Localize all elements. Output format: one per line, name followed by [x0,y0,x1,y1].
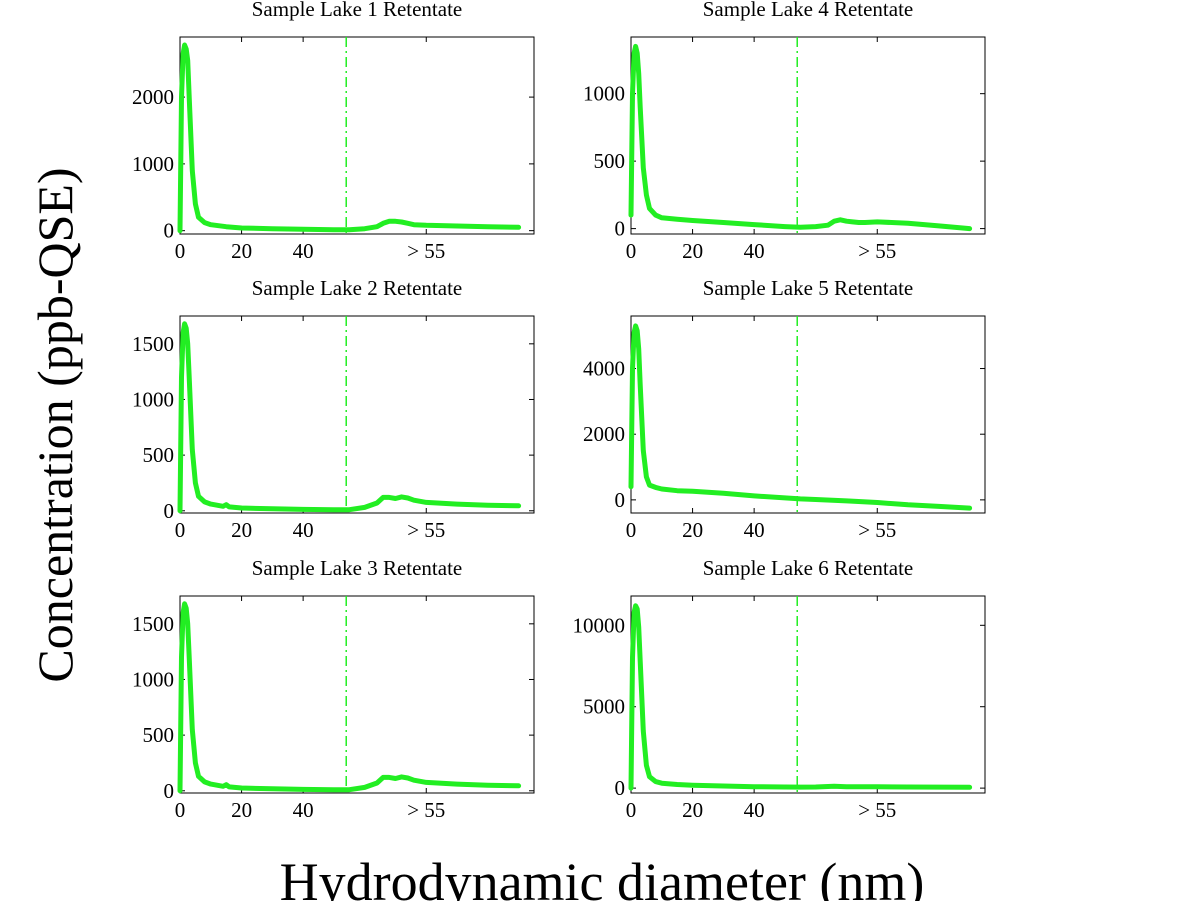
y-tick-label: 0 [615,776,626,800]
x-tick-label: > 55 [407,239,445,263]
x-tick-label: 0 [175,518,186,542]
x-tick-label: 0 [626,798,637,822]
panel-3: Sample Lake 3 Retentate 0 20 40 > 55 0 500 1000… [132,556,535,822]
series-line [628,43,973,232]
panel-title: Sample Lake 6 Retentate [703,556,914,580]
x-tick-label: 0 [175,239,186,263]
x-tick-label: 40 [744,239,765,263]
y-tick-label: 1500 [132,612,174,636]
panel-2: Sample Lake 2 Retentate 0 20 40 > 55 0 500 1000… [132,276,535,542]
y-tick-label: 2000 [583,422,625,446]
y-axis-label: Concentration (ppb-QSE) [27,167,83,682]
panel-5: Sample Lake 5 Retentate 0 20 40 > 55 0 2000 400… [583,276,986,542]
y-tick-label: 0 [615,217,626,241]
panel-title: Sample Lake 3 Retentate [252,556,463,580]
y-tick-label: 1000 [583,82,625,106]
y-tick-label: 0 [164,779,175,803]
plot-frame [179,36,535,235]
panel-title: Sample Lake 1 Retentate [252,0,463,21]
x-tick-label: 0 [626,518,637,542]
series-line [628,603,973,791]
y-tick-label: 1000 [132,152,174,176]
plot-frame [630,315,986,514]
series-line [177,321,522,514]
panel-6: Sample Lake 6 Retentate 0 20 40 > 55 0 5000 100… [573,556,986,822]
x-axis-label: Hydrodynamic diameter (nm) [280,852,925,901]
x-tick-label: > 55 [858,798,896,822]
y-tick-label: 1000 [132,667,174,691]
y-tick-label: 10000 [573,613,626,637]
x-tick-label: > 55 [858,239,896,263]
y-tick-label: 2000 [132,85,174,109]
series-line [177,601,522,794]
x-tick-label: 40 [293,239,314,263]
x-tick-label: > 55 [407,518,445,542]
panel-title: Sample Lake 4 Retentate [703,0,914,21]
y-tick-label: 1500 [132,332,174,356]
plot-frame [630,36,986,235]
panel-4: Sample Lake 4 Retentate 0 20 40 > 55 0 500 1000 [583,0,986,263]
x-tick-label: 40 [293,518,314,542]
plot-frame [179,315,535,514]
x-tick-label: > 55 [407,798,445,822]
x-tick-label: 20 [231,239,252,263]
y-tick-label: 0 [164,499,175,523]
x-tick-label: 20 [231,798,252,822]
x-tick-label: 20 [682,239,703,263]
panel-title: Sample Lake 2 Retentate [252,276,463,300]
panel-title: Sample Lake 5 Retentate [703,276,914,300]
x-tick-label: 0 [175,798,186,822]
x-tick-label: > 55 [858,518,896,542]
y-tick-label: 0 [615,488,626,512]
series-line [177,42,522,234]
y-tick-label: 0 [164,219,175,243]
x-tick-label: 40 [744,518,765,542]
y-tick-label: 500 [143,443,175,467]
plot-frame [630,595,986,794]
plot-frame [179,595,535,794]
y-tick-label: 1000 [132,387,174,411]
y-tick-label: 500 [143,723,175,747]
y-tick-label: 500 [594,149,626,173]
y-tick-label: 5000 [583,695,625,719]
x-tick-label: 20 [682,798,703,822]
y-tick-label: 4000 [583,357,625,381]
x-tick-label: 0 [626,239,637,263]
x-tick-label: 40 [744,798,765,822]
series-line [628,323,973,511]
x-tick-label: 20 [231,518,252,542]
x-tick-label: 40 [293,798,314,822]
panel-1: Sample Lake 1 Retentate 0 20 40 > 55 0 1000 200… [132,0,535,263]
x-tick-label: 20 [682,518,703,542]
